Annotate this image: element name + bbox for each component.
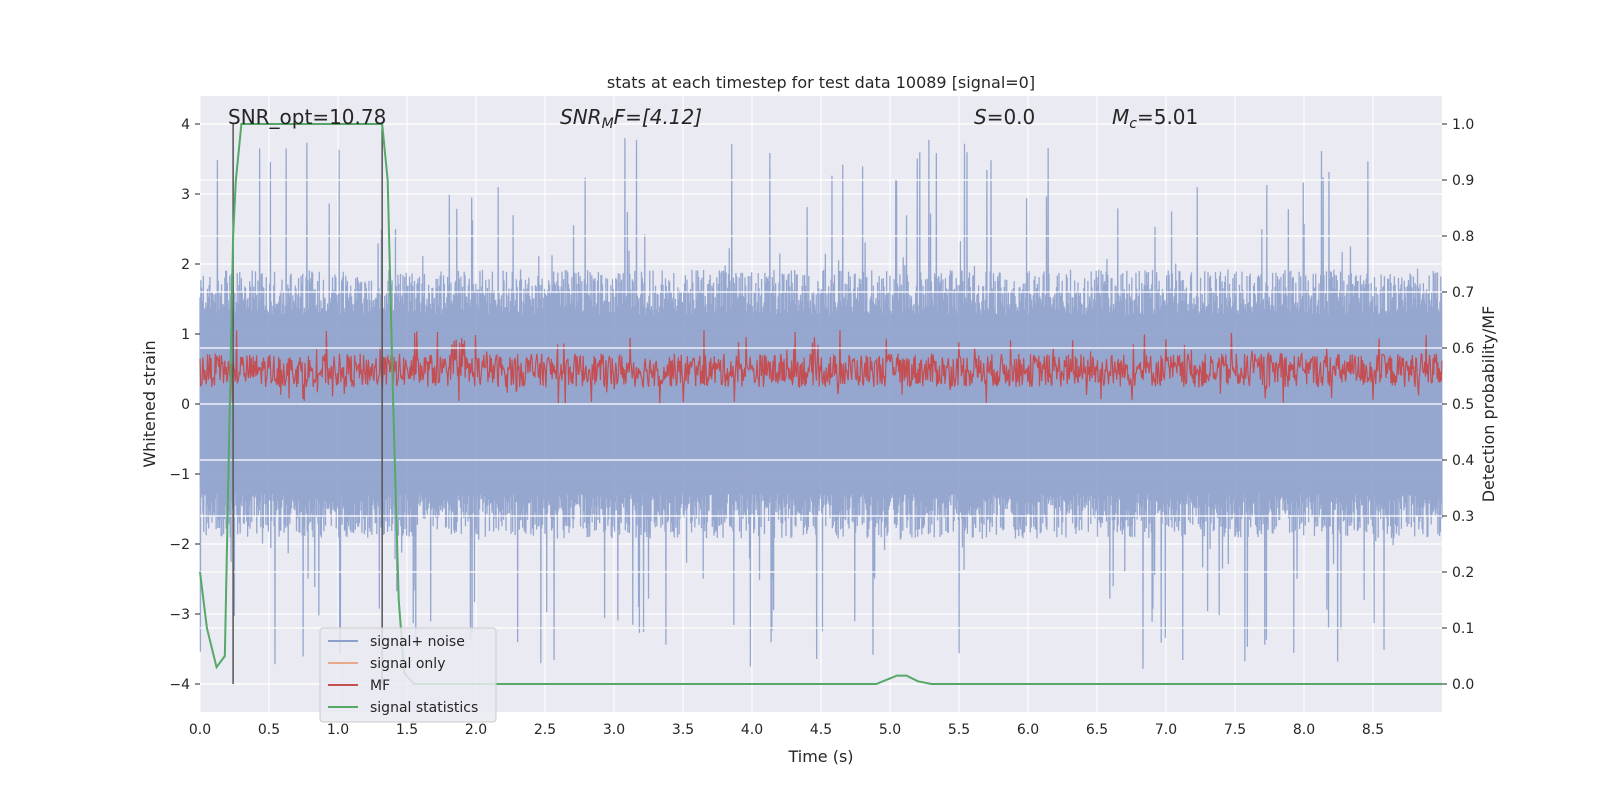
x-tick-label: 3.0 [603, 722, 625, 738]
x-tick-label: 3.5 [672, 722, 694, 738]
x-tick-label: 4.5 [810, 722, 832, 738]
annotation-mc: Mc=5.01 [1112, 105, 1198, 132]
series-mf-line [199, 330, 1443, 404]
legend-label-mf: MF [370, 678, 390, 694]
x-tick-label: 6.5 [1086, 722, 1108, 738]
annotation-snr-opt: SNR_opt=10.78 [228, 105, 386, 129]
y-tick-label: −3 [169, 607, 190, 623]
y-right-tick-label: 0.0 [1452, 677, 1474, 693]
legend: signal+ noise signal only MF signal stat… [319, 627, 497, 723]
y-right-tick-label: 0.1 [1452, 621, 1474, 637]
y-tick-label: −4 [169, 677, 190, 693]
y-right-ticks: 0.0 0.1 0.2 0.3 0.4 0.5 0.6 0.7 0.8 0.9 1.0 [1442, 117, 1474, 693]
x-tick-label: 2.5 [534, 722, 556, 738]
x-tick-label: 5.5 [948, 722, 970, 738]
y-ticks: −4 −3 −2 −1 0 1 2 3 4 [169, 117, 200, 693]
annotation-snr-mf: SNRMF=[4.12] [560, 105, 702, 132]
y-right-tick-label: 0.5 [1452, 397, 1474, 413]
series-mf [199, 330, 1443, 404]
x-tick-label: 0.0 [189, 722, 211, 738]
x-tick-label: 8.5 [1362, 722, 1384, 738]
y-axis-label: Whitened strain [140, 340, 159, 467]
legend-label-signal-statistics: signal statistics [370, 700, 478, 716]
y-right-axis-label: Detection probability/MF [1479, 306, 1498, 503]
x-tick-label: 2.0 [465, 722, 487, 738]
y-right-tick-label: 1.0 [1452, 117, 1474, 133]
x-tick-label: 4.0 [741, 722, 763, 738]
x-tick-label: 7.5 [1224, 722, 1246, 738]
x-tick-label: 8.0 [1293, 722, 1315, 738]
x-tick-label: 1.5 [396, 722, 418, 738]
chart-title: stats at each timestep for test data 100… [607, 73, 1035, 92]
y-tick-label: −2 [169, 537, 190, 553]
y-right-tick-label: 0.2 [1452, 565, 1474, 581]
y-tick-label: 4 [181, 117, 190, 133]
x-tick-label: 5.0 [879, 722, 901, 738]
x-tick-label: 0.5 [258, 722, 280, 738]
annotation-s: S=0.0 [974, 105, 1035, 129]
x-tick-label: 7.0 [1155, 722, 1177, 738]
y-right-tick-label: 0.7 [1452, 285, 1474, 301]
y-tick-label: 3 [181, 187, 190, 203]
legend-label-signal-noise: signal+ noise [370, 634, 465, 650]
x-axis-label: Time (s) [787, 747, 853, 766]
y-right-tick-label: 0.3 [1452, 509, 1474, 525]
x-ticks: 0.0 0.5 1.0 1.5 2.0 2.5 3.0 3.5 4.0 4.5 5.0 5.5 6.0 6… [189, 722, 1384, 738]
y-right-tick-label: 0.4 [1452, 453, 1474, 469]
series-signal-noise-line [199, 138, 1443, 669]
legend-label-signal-only: signal only [370, 656, 445, 672]
y-tick-label: 0 [181, 397, 190, 413]
y-right-tick-label: 0.9 [1452, 173, 1474, 189]
y-tick-label: 2 [181, 257, 190, 273]
x-tick-label: 1.0 [327, 722, 349, 738]
y-tick-label: −1 [169, 467, 190, 483]
x-tick-label: 6.0 [1017, 722, 1039, 738]
y-right-tick-label: 0.8 [1452, 229, 1474, 245]
y-tick-label: 1 [181, 327, 190, 343]
y-right-tick-label: 0.6 [1452, 341, 1474, 357]
legend-box [319, 627, 497, 723]
